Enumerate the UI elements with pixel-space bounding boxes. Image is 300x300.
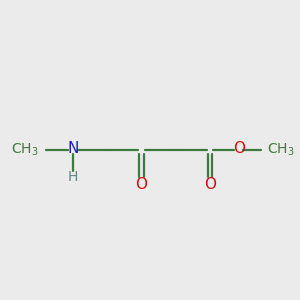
- Text: O: O: [204, 177, 216, 192]
- Text: N: N: [67, 141, 79, 156]
- Text: CH$_3$: CH$_3$: [267, 142, 295, 158]
- Text: O: O: [233, 141, 245, 156]
- Text: O: O: [136, 177, 148, 192]
- Text: CH$_3$: CH$_3$: [11, 142, 39, 158]
- Text: H: H: [68, 170, 78, 184]
